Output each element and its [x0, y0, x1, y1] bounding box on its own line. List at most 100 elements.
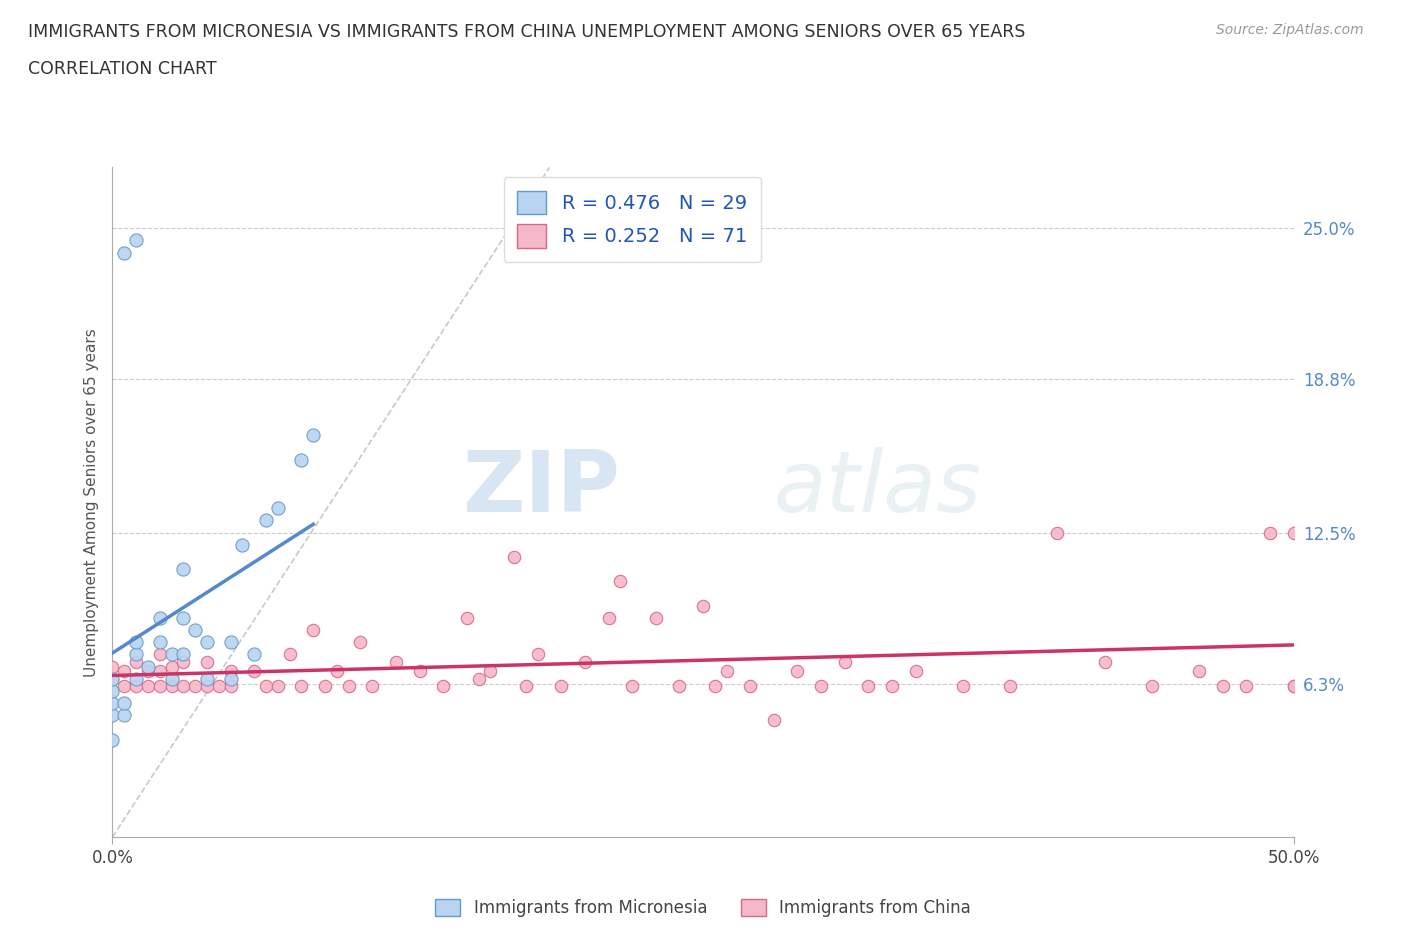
Point	[184, 679, 207, 694]
Point	[136, 679, 159, 694]
Point	[172, 654, 194, 669]
Point	[692, 598, 714, 613]
Point	[1282, 679, 1305, 694]
Point	[149, 664, 172, 679]
Point	[880, 679, 903, 694]
Point	[219, 664, 242, 679]
Text: CORRELATION CHART: CORRELATION CHART	[28, 60, 217, 78]
Point	[101, 671, 124, 686]
Point	[1258, 525, 1281, 540]
Point	[1188, 664, 1211, 679]
Point	[479, 664, 502, 679]
Point	[195, 671, 218, 686]
Point	[125, 679, 148, 694]
Point	[290, 679, 312, 694]
Point	[136, 659, 159, 674]
Point	[550, 679, 572, 694]
Legend: Immigrants from Micronesia, Immigrants from China: Immigrants from Micronesia, Immigrants f…	[429, 892, 977, 923]
Point	[858, 679, 880, 694]
Point	[302, 622, 325, 637]
Point	[112, 708, 135, 723]
Point	[1046, 525, 1069, 540]
Point	[208, 679, 231, 694]
Point	[101, 696, 124, 711]
Point	[101, 732, 124, 747]
Point	[172, 647, 194, 662]
Point	[1234, 679, 1257, 694]
Point	[219, 671, 242, 686]
Point	[1282, 525, 1305, 540]
Point	[160, 647, 183, 662]
Point	[762, 712, 785, 727]
Point	[1140, 679, 1163, 694]
Point	[101, 659, 124, 674]
Point	[112, 246, 135, 260]
Point	[716, 664, 738, 679]
Point	[243, 664, 266, 679]
Point	[149, 679, 172, 694]
Point	[172, 610, 194, 625]
Point	[219, 679, 242, 694]
Point	[125, 647, 148, 662]
Point	[254, 513, 277, 528]
Point	[408, 664, 430, 679]
Point	[1282, 679, 1305, 694]
Point	[515, 679, 537, 694]
Point	[432, 679, 454, 694]
Text: Source: ZipAtlas.com: Source: ZipAtlas.com	[1216, 23, 1364, 37]
Point	[1212, 679, 1234, 694]
Point	[361, 679, 384, 694]
Point	[267, 501, 290, 516]
Point	[349, 635, 371, 650]
Point	[574, 654, 596, 669]
Point	[385, 654, 408, 669]
Point	[195, 654, 218, 669]
Point	[703, 679, 725, 694]
Point	[125, 671, 148, 686]
Point	[267, 679, 290, 694]
Point	[609, 574, 631, 589]
Point	[278, 647, 301, 662]
Point	[101, 708, 124, 723]
Point	[125, 654, 148, 669]
Point	[644, 610, 666, 625]
Point	[254, 679, 277, 694]
Text: atlas: atlas	[773, 447, 981, 530]
Point	[112, 664, 135, 679]
Point	[503, 550, 526, 565]
Point	[160, 659, 183, 674]
Point	[195, 679, 218, 694]
Point	[302, 428, 325, 443]
Point	[467, 671, 489, 686]
Point	[668, 679, 690, 694]
Point	[314, 679, 336, 694]
Point	[810, 679, 832, 694]
Point	[125, 233, 148, 248]
Point	[786, 664, 808, 679]
Point	[526, 647, 548, 662]
Point	[101, 671, 124, 686]
Point	[172, 679, 194, 694]
Point	[621, 679, 644, 694]
Point	[598, 610, 620, 625]
Point	[456, 610, 478, 625]
Point	[136, 664, 159, 679]
Point	[337, 679, 360, 694]
Point	[112, 696, 135, 711]
Point	[998, 679, 1021, 694]
Point	[149, 647, 172, 662]
Text: ZIP: ZIP	[463, 447, 620, 530]
Point	[184, 622, 207, 637]
Point	[160, 679, 183, 694]
Point	[834, 654, 856, 669]
Point	[290, 452, 312, 467]
Point	[149, 610, 172, 625]
Y-axis label: Unemployment Among Seniors over 65 years: Unemployment Among Seniors over 65 years	[83, 328, 98, 677]
Point	[231, 538, 253, 552]
Point	[904, 664, 927, 679]
Point	[125, 635, 148, 650]
Point	[101, 684, 124, 698]
Point	[149, 635, 172, 650]
Point	[112, 679, 135, 694]
Point	[160, 671, 183, 686]
